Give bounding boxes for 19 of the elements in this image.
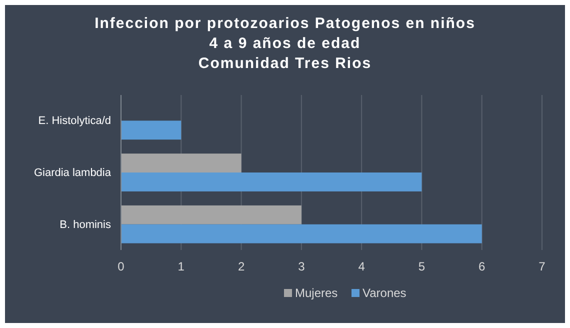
- y-tick-label: E. Histolytica/d: [38, 115, 111, 128]
- x-tick-label: 5: [418, 260, 426, 274]
- x-tick-label: 4: [358, 260, 366, 274]
- y-tick-label: Giardia lambdia: [34, 167, 112, 180]
- legend-label: Varones: [362, 286, 406, 300]
- y-tick-label: B. hominis: [60, 218, 112, 231]
- chart-title: Infeccion por protozoarios Patogenos en niños 4 a 9 años de edad Comunidad Tres Rios: [94, 15, 476, 72]
- bar: [121, 172, 422, 192]
- bar: [121, 154, 242, 172]
- bar: [121, 120, 182, 140]
- x-tick-label: 1: [178, 260, 185, 274]
- bar: [121, 205, 302, 224]
- legend-label: Mujeres: [295, 286, 338, 300]
- bar: [121, 224, 482, 244]
- x-tick-label: 3: [298, 260, 306, 274]
- x-tick-label: 2: [238, 260, 245, 274]
- x-tick-label: 7: [538, 260, 546, 274]
- x-tick-label: 6: [478, 260, 486, 274]
- x-tick-label: 0: [118, 260, 125, 274]
